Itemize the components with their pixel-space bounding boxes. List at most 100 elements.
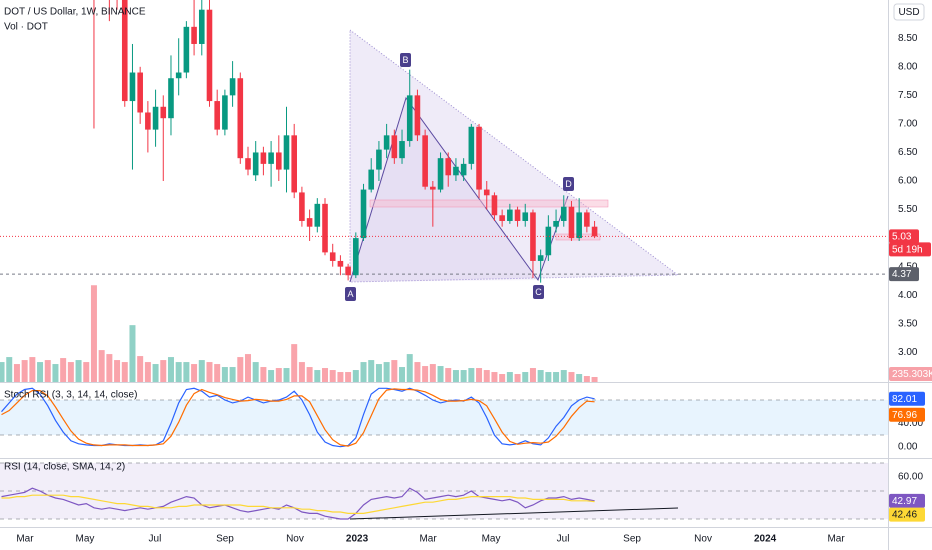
countdown-box <box>889 242 931 257</box>
candle-body <box>191 26 197 44</box>
candle-body <box>468 126 475 164</box>
volume-bar <box>437 366 444 382</box>
candle-body <box>214 101 220 130</box>
candle-body <box>345 266 351 276</box>
volume-bar <box>198 360 205 382</box>
volume-bar <box>144 362 151 382</box>
volume-bar <box>252 362 259 382</box>
indicator-line <box>1 487 595 520</box>
stoch-pane <box>0 387 888 448</box>
volume-bar <box>468 368 475 382</box>
volume-bar <box>275 368 282 382</box>
triangle-drawing <box>349 29 680 283</box>
candle-body <box>337 260 344 267</box>
y-tick-label: 60.00 <box>898 472 923 483</box>
volume-bar <box>67 362 74 382</box>
volume-bar <box>229 367 236 382</box>
candle-body <box>591 226 598 237</box>
last-value-label: 82.01 <box>892 394 917 405</box>
candle-body <box>460 163 467 176</box>
volume-bar <box>291 344 298 382</box>
currency: USD <box>898 7 919 18</box>
candle-body <box>291 135 298 193</box>
candle-body <box>376 149 382 170</box>
volume-bar <box>244 354 251 382</box>
y-tick-label: 6.50 <box>898 147 918 158</box>
candle-body <box>183 26 190 73</box>
volume-bar <box>191 364 198 382</box>
volume-bar <box>491 372 498 382</box>
volume-label: 235.303K <box>892 369 932 380</box>
x-tick-label: Nov <box>694 534 712 545</box>
candle-body <box>584 212 590 227</box>
rsi-legend: RSI (14, close, SMA, 14, 2) <box>4 462 125 473</box>
last-value-label: 76.96 <box>892 410 917 421</box>
pattern-labels: A B C D <box>345 53 574 301</box>
volume-bar <box>545 372 552 382</box>
y-tick-label: 5.50 <box>898 204 918 215</box>
candle-body <box>568 206 575 239</box>
candle-body <box>545 226 552 256</box>
x-tick-label: 2024 <box>754 534 777 545</box>
candle-body <box>499 215 505 221</box>
volume-label-box <box>889 367 932 381</box>
x-tick-label: Mar <box>827 534 845 545</box>
candle-body <box>368 169 375 190</box>
volume-bar <box>60 358 67 382</box>
volume-bar <box>298 362 305 382</box>
volume-bar <box>499 374 506 382</box>
candle-body <box>530 212 536 261</box>
volume-bar <box>29 357 36 382</box>
volume-bar <box>422 366 429 382</box>
volume-bar <box>445 368 452 382</box>
rsi-trendline <box>349 507 679 520</box>
candle-body <box>483 189 490 196</box>
volume-bar <box>183 362 190 382</box>
candle-body <box>476 126 482 190</box>
volume-bar <box>160 360 167 382</box>
volume-bar <box>283 368 290 382</box>
y-tick-label: 8.00 <box>898 61 918 72</box>
candle-body <box>360 189 367 239</box>
candle-body <box>491 195 498 216</box>
volume-bar <box>314 370 321 382</box>
candle-body <box>522 212 529 221</box>
label-box <box>563 177 574 191</box>
rsi-pane <box>0 462 888 520</box>
x-tick-label: 2023 <box>346 534 369 545</box>
candle-body <box>306 218 313 227</box>
candle-body <box>245 158 251 170</box>
symbol-title: DOT / US Dollar, 1W, BINANCE <box>4 7 146 18</box>
volume-bar <box>114 360 121 382</box>
volume-bar <box>37 362 44 382</box>
x-tick-label: May <box>482 534 501 545</box>
indicator-line <box>1 388 595 447</box>
x-tick-label: Sep <box>623 534 641 545</box>
volume-bar <box>568 372 575 382</box>
candle-body <box>299 192 305 221</box>
indicator-line <box>1 494 595 514</box>
volume-bar <box>375 364 382 382</box>
candle-body <box>160 106 167 119</box>
candle-body <box>537 255 544 261</box>
currency-box[interactable] <box>893 3 925 21</box>
zone-box <box>369 199 609 208</box>
candle-body <box>222 95 228 130</box>
candle-body <box>168 78 174 119</box>
volume-bar <box>368 360 375 382</box>
volume-bar <box>352 370 359 382</box>
label-box <box>533 285 544 299</box>
last-value-label-box <box>889 407 925 422</box>
volume-bar <box>522 372 529 382</box>
volume-bar <box>129 325 136 382</box>
volume-bar <box>452 370 459 382</box>
volume-bar <box>406 354 413 382</box>
volume-bar <box>529 368 536 382</box>
level-label: 4.37 <box>892 269 912 280</box>
volume-bar <box>13 364 20 382</box>
x-tick-label: May <box>75 534 94 545</box>
volume-bar <box>591 377 598 382</box>
candle-body <box>422 135 428 187</box>
